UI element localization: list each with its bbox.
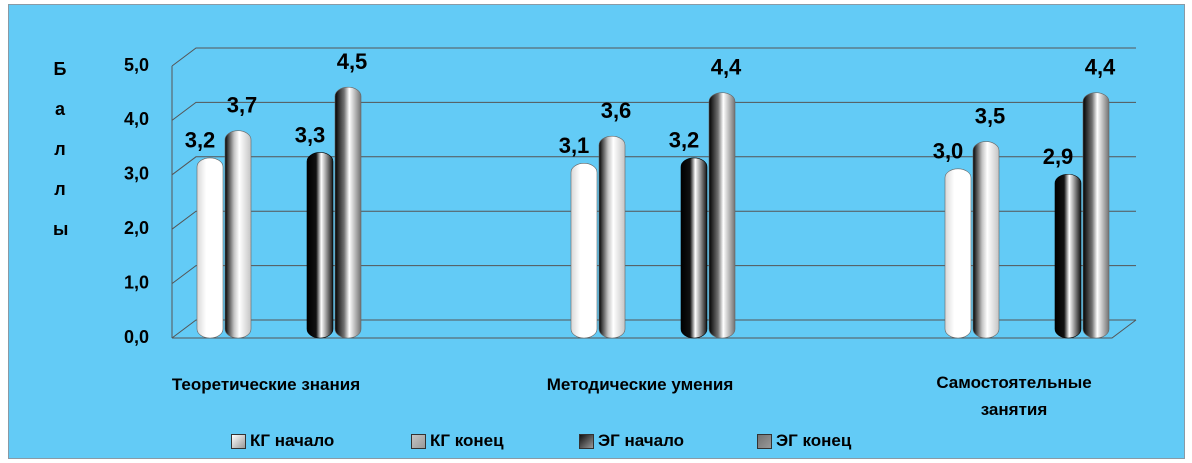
bar [944,168,972,339]
value-label: 3,3 [295,122,326,147]
value-label: 3,5 [975,103,1006,128]
legend-swatch [411,433,426,449]
bar [306,152,334,339]
bar [708,92,736,339]
value-label: 3,2 [669,128,700,153]
bar [680,157,708,339]
y-axis-label: Баллы [53,59,69,239]
legend-swatch [231,433,246,449]
floor [172,319,1137,339]
value-label: 3,2 [185,128,216,153]
legend-item: ЭГ начало [579,431,684,451]
bar [1054,173,1082,339]
y-tick-label: 5,0 [124,55,149,75]
bar [972,141,1000,339]
grid-line [171,319,1136,339]
value-label: 3,1 [559,133,590,158]
value-label: 3,0 [933,139,964,164]
plot: 0,0 1,0 2,0 3,0 4,0 5,0 3,2 3,7 3,3 4,5 3,1 3,6 3,2 4… [124,47,1137,347]
y-tick-label: 3,0 [124,164,149,184]
x-tick-label: Теоретические знания [171,375,361,394]
grid-line [171,156,1136,176]
legend-label: КГ начало [250,431,335,450]
bar [196,157,224,339]
bar [334,86,362,339]
value-label: 3,7 [227,93,258,118]
legend-item: КГ начало [231,431,334,451]
legend-label: ЭГ конец [776,431,852,450]
y-tick-label: 0,0 [124,327,149,347]
x-tick-label: Самостоятельные занятия [936,373,1092,419]
value-label: 2,9 [1043,144,1074,169]
bar [1082,92,1110,339]
y-tick-label: 4,0 [124,109,149,129]
legend-item: КГ конец [411,431,504,451]
grid-line [171,47,1136,67]
legend-label: КГ конец [430,431,504,450]
legend-swatch [579,433,594,449]
bar [598,135,626,339]
y-tick-label: 1,0 [124,272,149,292]
bar [224,130,252,339]
value-label: 4,4 [711,54,742,79]
chart: 0,0 1,0 2,0 3,0 4,0 5,0 3,2 3,7 3,3 4,5 3,1 3,6 3,2 4… [8,4,1185,459]
value-label: 4,4 [1085,54,1116,79]
grid-line [171,265,1136,284]
legend-item: ЭГ конец [757,431,851,451]
legend-swatch [757,433,772,449]
grid-line [171,210,1136,230]
bar [570,163,598,339]
y-tick-label: 2,0 [124,218,149,238]
x-tick-label: Методические умения [546,375,734,394]
legend-label: ЭГ начало [598,431,685,450]
value-label: 4,5 [337,49,368,74]
value-label: 3,6 [601,98,632,123]
grid-line [171,101,1136,121]
